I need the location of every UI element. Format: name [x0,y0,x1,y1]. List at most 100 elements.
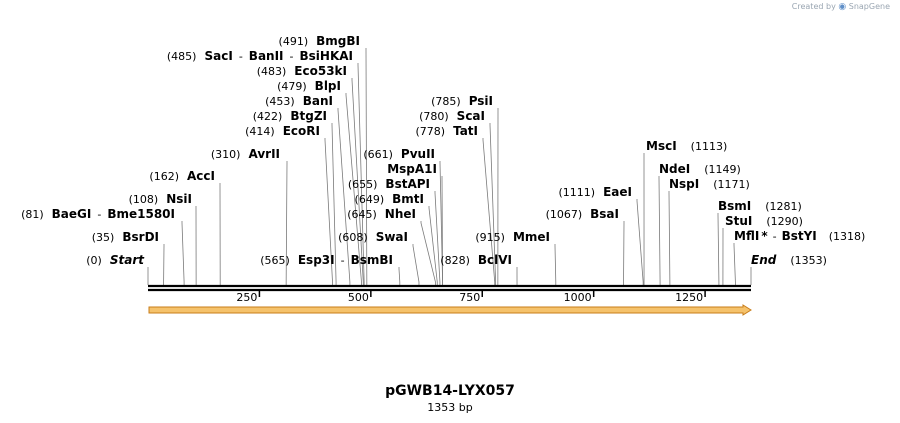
site-baegi[interactable]: (81) BaeGI - Bme1580I [21,207,175,221]
site-mmei[interactable]: (915) MmeI [475,230,550,244]
site-position: (649) [355,193,385,206]
site-swai[interactable]: (608) SwaI [338,230,408,244]
leader-esp3i [398,267,401,285]
site-tati[interactable]: (778) TatI [415,124,478,138]
site-position: (162) [149,170,179,183]
site-bmgbi[interactable]: (491) BmgBI [279,34,360,48]
site-position: (915) [475,231,505,244]
site-ndei[interactable]: NdeI (1149) [659,162,741,176]
site-position: (1113) [691,140,728,153]
site-mfli[interactable]: MflI * - BstYI (1318) [734,229,865,243]
leader-pvuii [439,161,443,285]
tick-label: 1000 [564,291,592,304]
site-acci[interactable]: (162) AccI [149,169,215,183]
site-separator: - [290,50,294,63]
site-msci[interactable]: MscI (1113) [646,139,727,153]
site-bmti[interactable]: (649) BmtI [355,192,424,206]
site-psii[interactable]: (785) PsiI [431,94,493,108]
site-stui[interactable]: StuI (1290) [725,214,803,228]
site-eco53ki[interactable]: (483) Eco53kI [257,64,347,78]
site-bsrdi[interactable]: (35) BsrDI [92,230,159,244]
site-position: (108) [129,193,159,206]
site-position: (645) [347,208,377,221]
site-name: EaeI [603,185,632,199]
site-end[interactable]: End (1353) [751,253,827,267]
feature-arrow[interactable] [148,304,752,316]
site-position: (0) [86,254,102,267]
site-name: EcoRI [283,124,320,138]
site-esp3i[interactable]: (565) Esp3I - BsmBI [260,253,393,267]
site-position: (655) [348,178,378,191]
site-name: BsmBI [351,253,393,267]
leader-btgzi [331,123,337,285]
leader-saci [357,63,365,285]
leader-bmgbi [365,48,368,285]
site-position: (1067) [546,208,583,221]
site-name: Start [110,253,145,267]
site-name: BanI [303,94,333,108]
leader-mfli [733,243,736,285]
site-nhei[interactable]: (645) NheI [347,207,416,221]
site-nspi[interactable]: NspI (1171) [669,177,750,191]
site-bsmi[interactable]: BsmI (1281) [718,199,802,213]
site-bsai[interactable]: (1067) BsaI [546,207,619,221]
site-position: (778) [415,125,445,138]
site-name: BmgBI [316,34,360,48]
site-position: (422) [253,110,283,123]
site-name: BstAPI [385,177,430,191]
site-position: (414) [245,125,275,138]
site-pvuii[interactable]: (661) PvuII [363,147,435,161]
leader-baegi [181,221,185,285]
site-name: BsmI [718,199,751,213]
site-name: BmtI [392,192,424,206]
credit-prefix: Created by [791,2,836,11]
site-star: * [761,229,768,243]
plasmid-name: pGWB14-LYX057 [385,383,515,399]
site-separator: - [773,230,777,243]
site-position: (828) [440,254,470,267]
site-name: BtgZI [290,109,327,123]
axis-ticks: 250 500 750 1000 1250 [236,290,706,304]
leader-scai [489,123,497,285]
site-separator: - [97,208,101,221]
site-name: PsiI [469,94,493,108]
site-saci[interactable]: (485) SacI - BanII - BsiHKAI [167,49,353,63]
leader-tati [482,138,496,285]
site-bstapi[interactable]: (655) BstAPI [348,177,430,191]
feature-arrow-shape[interactable] [148,304,752,316]
leader-bani [337,108,351,285]
leader-nhei [420,221,436,285]
site-scai[interactable]: (780) ScaI [419,109,485,123]
site-position: (780) [419,110,449,123]
site-separator: - [239,50,243,63]
site-position: (1171) [713,178,750,191]
leader-nspi [668,191,671,285]
site-bani[interactable]: (453) BanI [265,94,333,108]
site-name: StuI [725,214,752,228]
site-name: NspI [669,177,699,191]
tick-label: 250 [236,291,257,304]
site-name: MmeI [513,230,550,244]
site-position: (1290) [766,215,803,228]
site-position: (81) [21,208,44,221]
site-position: (1111) [559,186,596,199]
site-eaei[interactable]: (1111) EaeI [559,185,632,199]
site-btgzi[interactable]: (422) BtgZI [253,109,327,123]
site-avrii[interactable]: (310) AvrII [211,147,280,161]
site-name: Esp3I [298,253,335,267]
site-position: (1353) [790,254,827,267]
site-name: NdeI [659,162,690,176]
site-name: BstYI [782,229,817,243]
site-bclvi[interactable]: (828) BclVI [440,253,512,267]
site-blpi[interactable]: (479) BlpI [277,79,341,93]
tick-label: 500 [348,291,369,304]
site-name: MflI [734,229,759,243]
site-start[interactable]: (0) Start [86,253,145,267]
site-mspa1i[interactable]: MspA1I [387,162,437,176]
site-ecori[interactable]: (414) EcoRI [245,124,320,138]
site-labels: (0) Start (35) BsrDI (81) BaeGI - Bme1580I(108)… [21,34,865,267]
site-position: (1318) [829,230,866,243]
site-nsii[interactable]: (108) NsiI [129,192,192,206]
leader-ecori [324,138,333,285]
